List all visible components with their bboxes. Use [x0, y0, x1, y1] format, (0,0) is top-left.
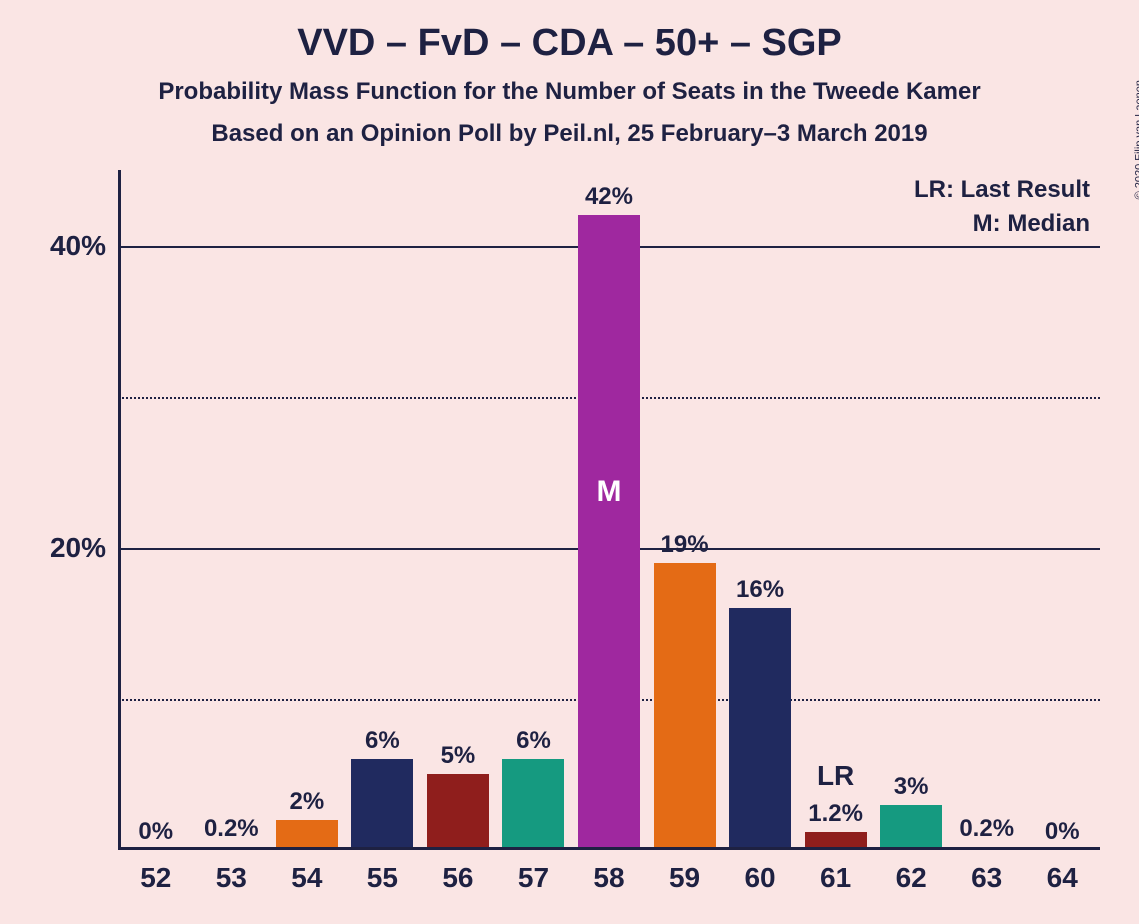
x-axis-tick-label: 62: [896, 862, 927, 894]
median-marker: M: [596, 475, 621, 509]
bar-value-label: 2%: [290, 788, 325, 816]
x-axis-tick-label: 53: [216, 862, 247, 894]
bar-chart: 20%40%LR: Last ResultM: Median0%520.2%53…: [118, 170, 1100, 850]
bar: 2%: [276, 820, 338, 850]
x-axis-tick-label: 64: [1047, 862, 1078, 894]
x-axis-tick-label: 55: [367, 862, 398, 894]
bar: 16%: [729, 608, 791, 850]
legend-m: M: Median: [973, 210, 1090, 238]
x-axis-tick-label: 54: [291, 862, 322, 894]
bar-value-label: 0%: [138, 818, 173, 846]
bar-value-label: 6%: [365, 727, 400, 755]
copyright-text: © 2020 Filip van Laenen: [1133, 80, 1139, 199]
x-axis-tick-label: 63: [971, 862, 1002, 894]
bar: 5%: [427, 774, 489, 850]
bar-value-label: 0%: [1045, 818, 1080, 846]
bar: 42%M: [578, 215, 640, 850]
y-axis-tick-label: 40%: [50, 230, 106, 262]
bar-value-label: 0.2%: [204, 815, 259, 843]
chart-subtitle-1: Probability Mass Function for the Number…: [0, 78, 1139, 106]
y-axis-tick-label: 20%: [50, 532, 106, 564]
legend-lr: LR: Last Result: [914, 176, 1090, 204]
x-axis-tick-label: 56: [442, 862, 473, 894]
x-axis-tick-label: 60: [744, 862, 775, 894]
x-axis: [118, 847, 1100, 850]
x-axis-tick-label: 52: [140, 862, 171, 894]
chart-subtitle-2: Based on an Opinion Poll by Peil.nl, 25 …: [0, 120, 1139, 148]
bar: 3%: [880, 805, 942, 850]
bar: 19%: [654, 563, 716, 850]
x-axis-tick-label: 61: [820, 862, 851, 894]
last-result-marker: LR: [817, 760, 854, 792]
bar-value-label: 1.2%: [808, 800, 863, 828]
bar-value-label: 3%: [894, 773, 929, 801]
x-axis-tick-label: 58: [593, 862, 624, 894]
chart-title: VVD – FvD – CDA – 50+ – SGP: [0, 22, 1139, 65]
x-axis-tick-label: 59: [669, 862, 700, 894]
x-axis-tick-label: 57: [518, 862, 549, 894]
bar-value-label: 16%: [736, 576, 784, 604]
bar-value-label: 5%: [441, 742, 476, 770]
bar-value-label: 0.2%: [959, 815, 1014, 843]
bar-value-label: 19%: [661, 531, 709, 559]
bar: 6%: [502, 759, 564, 850]
bar-value-label: 6%: [516, 727, 551, 755]
y-axis: [118, 170, 121, 850]
bar: 6%: [351, 759, 413, 850]
bar-value-label: 42%: [585, 183, 633, 211]
